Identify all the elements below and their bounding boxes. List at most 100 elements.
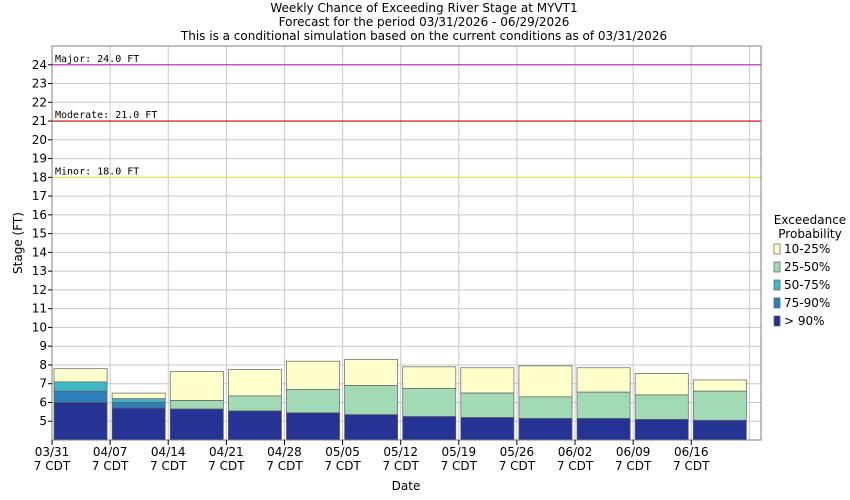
y-tick-label: 22 xyxy=(32,95,47,109)
x-tick-timezone: 7 CDT xyxy=(34,459,71,473)
bar-segment-p10-25 xyxy=(53,368,108,383)
chart-titles: Weekly Chance of Exceeding River Stage a… xyxy=(180,1,667,43)
y-tick-label: 5 xyxy=(39,414,47,428)
bar-segment-p10-25 xyxy=(518,365,573,398)
bar-segment-p25-50 xyxy=(518,396,573,419)
bar-segment-p10-25 xyxy=(286,360,340,390)
legend-entry-label: 75-90% xyxy=(784,296,830,310)
y-tick-label: 17 xyxy=(32,189,47,203)
x-tick-timezone: 7 CDT xyxy=(382,459,419,473)
bar-segment-p90 xyxy=(286,412,340,441)
bar-segment-p50-75 xyxy=(53,381,108,392)
bar-segment-p75-90 xyxy=(53,390,108,403)
x-tick-timezone: 7 CDT xyxy=(499,459,536,473)
legend-entry-label: > 90% xyxy=(784,314,825,328)
bar-segment-p10-25 xyxy=(344,358,399,386)
chart-subtitle-period: Forecast for the period 03/31/2026 - 06/… xyxy=(279,15,570,29)
y-tick-label: 9 xyxy=(39,339,47,353)
legend-swatch-p25-50 xyxy=(773,261,781,273)
y-axis-label: Stage (FT) xyxy=(11,212,25,274)
legend-title-line-2: Probability xyxy=(778,227,841,241)
bar-segment-p25-50 xyxy=(460,392,515,418)
y-axis-ticks: 5 6 7 8 9 10 11 12 13 14 15 16 17 18 19 20 21 22 23 24 xyxy=(32,58,52,428)
bar-segment-p10-25 xyxy=(576,367,631,393)
x-tick-date: 03/31 xyxy=(35,445,70,459)
x-tick-timezone: 7 CDT xyxy=(266,459,303,473)
x-axis-label: Date xyxy=(392,479,421,493)
y-tick-label: 7 xyxy=(39,377,47,391)
x-tick-timezone: 7 CDT xyxy=(441,459,478,473)
chart-subtitle-conditions: This is a conditional simulation based o… xyxy=(180,29,667,43)
y-tick-label: 16 xyxy=(32,208,47,222)
bar-segment-p90 xyxy=(344,414,399,441)
x-tick-date: 05/12 xyxy=(383,445,418,459)
legend-title-line-1: Exceedance xyxy=(774,213,846,227)
bar-segment-p90 xyxy=(227,410,282,441)
x-tick-date: 04/14 xyxy=(151,445,186,459)
y-tick-label: 19 xyxy=(32,152,47,166)
flood-level-label: Minor: 18.0 FT xyxy=(55,166,139,177)
x-tick-date: 05/26 xyxy=(500,445,535,459)
y-tick-label: 14 xyxy=(32,245,47,259)
flood-level-lines: Major: 24.0 FT Moderate: 21.0 FT Minor: 18… xyxy=(52,54,761,178)
bar-segment-p90 xyxy=(402,416,457,441)
bar-segment-p90 xyxy=(53,402,108,441)
x-tick-timezone: 7 CDT xyxy=(208,459,245,473)
y-tick-label: 12 xyxy=(32,283,47,297)
x-tick-date: 04/28 xyxy=(267,445,302,459)
bar-segment-p25-50 xyxy=(634,394,689,420)
legend-entry-label: 25-50% xyxy=(784,260,830,274)
legend-swatch-p50-75 xyxy=(773,279,781,291)
y-tick-label: 10 xyxy=(32,320,47,334)
bar-segment-p50-75 xyxy=(111,398,166,403)
y-tick-label: 20 xyxy=(32,133,47,147)
x-tick-date: 06/16 xyxy=(674,445,709,459)
flood-level-label: Major: 24.0 FT xyxy=(55,54,139,65)
bar-segment-p75-90 xyxy=(111,402,166,409)
x-tick-timezone: 7 CDT xyxy=(673,459,710,473)
y-tick-label: 23 xyxy=(32,77,47,91)
legend: Exceedance Probability 10-25% 25-50% 50-75… xyxy=(773,213,846,328)
chart-title: Weekly Chance of Exceeding River Stage a… xyxy=(270,1,577,15)
bar-segment-p25-50 xyxy=(576,391,631,419)
bar-segment-p90 xyxy=(460,417,515,441)
x-tick-timezone: 7 CDT xyxy=(150,459,187,473)
x-tick-timezone: 7 CDT xyxy=(92,459,129,473)
bar-segment-p10-25 xyxy=(402,366,457,389)
legend-entry-label: 50-75% xyxy=(784,278,830,292)
flood-level-label: Moderate: 21.0 FT xyxy=(55,110,157,121)
x-tick-date: 06/09 xyxy=(616,445,651,459)
y-tick-label: 15 xyxy=(32,227,47,241)
bar-segment-p10-25 xyxy=(111,392,166,400)
bar-segment-p10-25 xyxy=(227,369,282,397)
y-tick-label: 18 xyxy=(32,170,47,184)
bar-segment-p25-50 xyxy=(692,390,747,421)
x-tick-date: 04/21 xyxy=(209,445,244,459)
bar-segment-p90 xyxy=(576,418,631,441)
bar-segment-p10-25 xyxy=(634,373,689,396)
bar-segment-p90 xyxy=(692,419,747,441)
x-tick-timezone: 7 CDT xyxy=(557,459,594,473)
bar-segment-p25-50 xyxy=(169,400,224,410)
x-tick-timezone: 7 CDT xyxy=(324,459,361,473)
bar-segment-p25-50 xyxy=(286,388,340,414)
x-tick-date: 06/02 xyxy=(558,445,593,459)
bar-segment-p90 xyxy=(111,407,166,441)
legend-swatch-p90 xyxy=(773,315,781,327)
legend-swatch-p75-90 xyxy=(773,297,781,309)
x-tick-timezone: 7 CDT xyxy=(615,459,652,473)
bar-segment-p25-50 xyxy=(344,385,399,416)
x-tick-date: 04/07 xyxy=(93,445,128,459)
legend-swatch-p10-25 xyxy=(773,243,781,255)
bar-segment-p90 xyxy=(518,418,573,441)
y-tick-label: 8 xyxy=(39,358,47,372)
bar-segment-p10-25 xyxy=(460,367,515,394)
legend-entry-label: 10-25% xyxy=(784,242,830,256)
bar-segment-p10-25 xyxy=(692,379,747,392)
y-tick-label: 24 xyxy=(32,58,47,72)
bar-segment-p90 xyxy=(169,408,224,441)
bar-segment-p90 xyxy=(634,419,689,441)
y-tick-label: 11 xyxy=(32,302,47,316)
